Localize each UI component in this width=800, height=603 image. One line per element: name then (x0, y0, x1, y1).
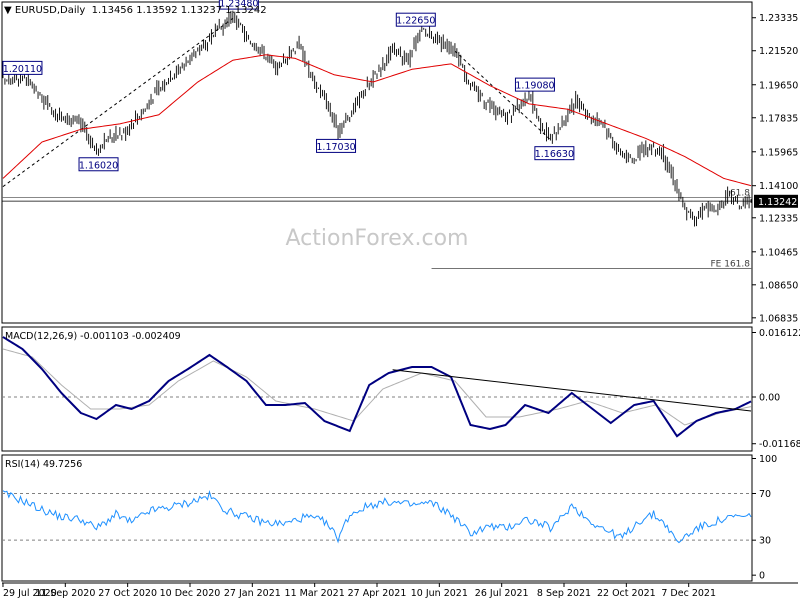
price-pane-frame (1, 1, 753, 324)
swing-label-box (316, 138, 357, 153)
date-tick-label: 27 Jan 2021 (224, 588, 281, 599)
swing-label: 1.17030 (316, 142, 355, 153)
macd-tick-label: -0.011681 (759, 439, 800, 450)
swing-label-box (395, 12, 436, 27)
header-triangle-icon: ▼ (4, 5, 15, 16)
current-price-tag (754, 194, 798, 208)
level-label: FE 161.8 (711, 259, 751, 269)
rsi-pane-frame (1, 454, 753, 582)
swing-label: 1.16020 (79, 160, 118, 171)
macd-trendline (392, 369, 752, 412)
date-tick-label: 7 Dec 2021 (661, 588, 716, 599)
moving-average-line (2, 54, 752, 187)
watermark: ActionForex.com (286, 226, 469, 251)
swing-label: 1.19080 (515, 81, 554, 92)
current-price-label: 1.13242 (758, 197, 797, 208)
macd-line (2, 336, 752, 438)
date-tick-label: 22 Oct 2021 (597, 588, 656, 599)
date-tick-label: 11 Mar 2021 (285, 588, 345, 599)
price-tick-label: 1.21520 (759, 46, 798, 57)
rsi-title: RSI(14) 49.7256 (5, 459, 82, 470)
date-tick-label: 26 Jul 2021 (475, 588, 529, 599)
macd-tick-label: 0.016122 (759, 328, 800, 339)
macd-signal-line (2, 348, 752, 426)
chart-header: ▼ EURUSD,Daily 1.13456 1.13592 1.13237 1… (4, 5, 267, 16)
price-tick-label: 1.23335 (759, 13, 798, 24)
swing-label-box (78, 157, 119, 172)
rsi-tick-label: 100 (759, 454, 777, 465)
price-tick-label: 1.10465 (759, 247, 798, 258)
rsi-tick-label: 70 (759, 489, 771, 500)
rsi-tick-label: 0 (759, 571, 765, 582)
date-tick-label: 27 Oct 2020 (98, 588, 157, 599)
macd-pane-frame (1, 326, 753, 452)
price-tick-label: 1.15965 (759, 147, 798, 158)
swing-label-box (514, 77, 555, 92)
price-tick-label: 1.19650 (759, 80, 798, 91)
price-tick-label: 1.12335 (759, 213, 798, 224)
macd-title: MACD(12,26,9) -0.001103 -0.002409 (5, 331, 181, 342)
price-tick-label: 1.08650 (759, 280, 798, 291)
swing-label: 1.23480 (219, 0, 258, 10)
rsi-tick-label: 30 (759, 536, 771, 547)
rsi-line (2, 489, 752, 544)
swing-label-box (2, 60, 43, 75)
price-tick-label: 1.06835 (759, 313, 798, 324)
header-ohlc: 1.13456 1.13592 1.13237 1.13242 (91, 5, 267, 16)
swing-label: 1.22650 (396, 16, 435, 27)
macd-tick-label: 0.00 (759, 393, 780, 404)
date-tick-label: 10 Dec 2020 (160, 588, 221, 599)
header-symbol: EURUSD,Daily (14, 5, 86, 16)
date-tick-label: 29 Jul 2020 (3, 588, 57, 599)
date-tick-label: 11 Sep 2020 (35, 588, 95, 599)
date-tick-label: 27 Apr 2021 (348, 588, 407, 599)
level-label: 61.8 (730, 189, 750, 199)
price-tick-label: 1.14100 (759, 181, 798, 192)
price-dashed-trendline (454, 50, 551, 141)
date-tick-label: 10 Jun 2021 (411, 588, 468, 599)
swing-label-box (218, 0, 259, 10)
price-tick-label: 1.17835 (759, 113, 798, 124)
swing-label: 1.20110 (3, 64, 42, 75)
date-tick-label: 8 Sep 2021 (537, 588, 591, 599)
swing-label: 1.16630 (535, 149, 574, 160)
swing-label-box (534, 146, 575, 161)
